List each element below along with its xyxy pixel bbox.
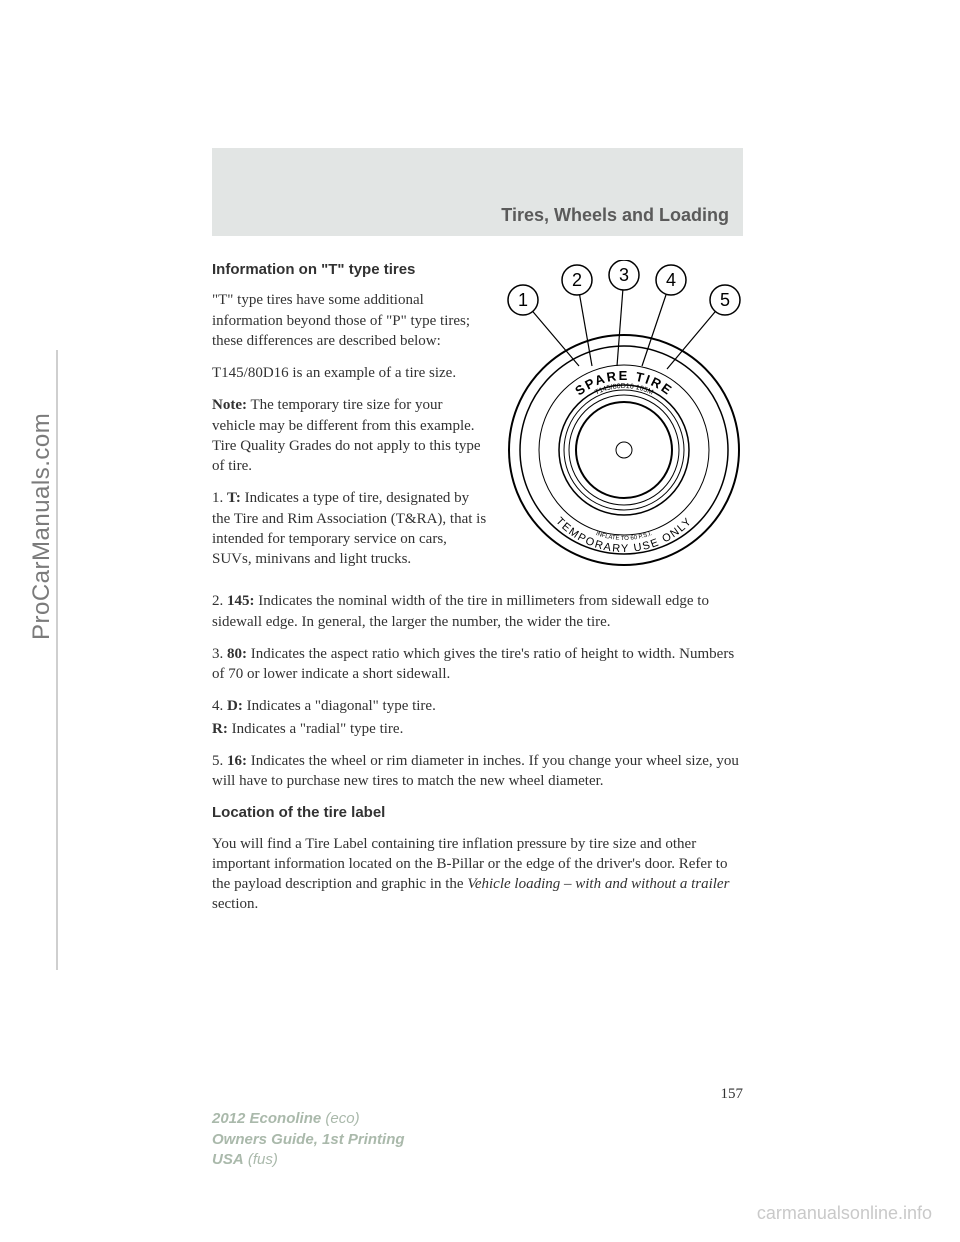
callout-5: 5 <box>710 285 740 315</box>
item-text: Indicates the nominal width of the tire … <box>212 593 709 629</box>
footer-line: Owners Guide, 1st Printing <box>212 1130 405 1150</box>
svg-text:4: 4 <box>665 270 675 290</box>
callout-2: 2 <box>562 265 592 295</box>
tire-diagram: SPARE TIRE T145/80D16 105M TEMPORARY USE… <box>507 260 742 580</box>
item-number: 5. <box>212 753 227 769</box>
item-label: 80: <box>227 646 247 662</box>
item-number: 3. <box>212 646 227 662</box>
list-item: 3. 80: Indicates the aspect ratio which … <box>212 644 743 685</box>
footer: 2012 Econoline (eco) Owners Guide, 1st P… <box>212 1109 405 1170</box>
footer-code: (fus) <box>244 1151 278 1168</box>
svg-text:5: 5 <box>719 290 729 310</box>
right-column: SPARE TIRE T145/80D16 105M TEMPORARY USE… <box>505 260 743 581</box>
list-item: 1. T: Indicates a type of tire, designat… <box>212 488 487 569</box>
callout-1: 1 <box>508 285 538 315</box>
item-number: 1. <box>212 490 227 506</box>
svg-text:3: 3 <box>618 265 628 285</box>
list-item: 5. 16: Indicates the wheel or rim diamet… <box>212 751 743 792</box>
side-rule <box>56 350 58 970</box>
footer-code: (eco) <box>321 1110 359 1127</box>
note-paragraph: Note: The temporary tire size for your v… <box>212 395 487 476</box>
content-area: Information on "T" type tires "T" type t… <box>212 260 743 927</box>
list-item: 2. 145: Indicates the nominal width of t… <box>212 591 743 632</box>
text: section. <box>212 896 258 912</box>
item-text: Indicates the wheel or rim diameter in i… <box>212 753 739 789</box>
text-italic: Vehicle loading – with and without a tra… <box>467 876 729 892</box>
svg-text:1: 1 <box>517 290 527 310</box>
paragraph: "T" type tires have some additional info… <box>212 290 487 351</box>
footer-line: USA (fus) <box>212 1150 405 1170</box>
footer-region: USA <box>212 1151 244 1168</box>
bottom-watermark: carmanualsonline.info <box>757 1203 932 1224</box>
item-label: T: <box>227 490 241 506</box>
item-number: 2. <box>212 593 227 609</box>
two-column: Information on "T" type tires "T" type t… <box>212 260 743 581</box>
item-label: 16: <box>227 753 247 769</box>
item-label: D: <box>227 698 243 714</box>
item-label: R: <box>212 721 228 737</box>
footer-model: 2012 Econoline <box>212 1110 321 1127</box>
footer-line: 2012 Econoline (eco) <box>212 1109 405 1129</box>
page-title: Tires, Wheels and Loading <box>501 205 729 226</box>
svg-text:2: 2 <box>571 270 581 290</box>
callout-4: 4 <box>656 265 686 295</box>
item-text: Indicates a "diagonal" type tire. <box>243 698 436 714</box>
callout-3: 3 <box>609 260 639 290</box>
note-label: Note: <box>212 397 247 413</box>
page-number: 157 <box>721 1084 744 1104</box>
list-item: 4. D: Indicates a "diagonal" type tire. <box>212 696 743 716</box>
section-heading: Information on "T" type tires <box>212 260 487 280</box>
left-column: Information on "T" type tires "T" type t… <box>212 260 487 581</box>
header-bar: Tires, Wheels and Loading <box>212 148 743 236</box>
item-text: Indicates a "radial" type tire. <box>228 721 404 737</box>
paragraph: T145/80D16 is an example of a tire size. <box>212 363 487 383</box>
list-item: R: Indicates a "radial" type tire. <box>212 719 743 739</box>
item-text: Indicates the aspect ratio which gives t… <box>212 646 734 682</box>
paragraph: You will find a Tire Label containing ti… <box>212 834 743 915</box>
side-watermark: ProCarManuals.com <box>28 413 56 640</box>
item-number: 4. <box>212 698 227 714</box>
item-text: Indicates a type of tire, designated by … <box>212 490 486 567</box>
note-text: The temporary tire size for your vehicle… <box>212 397 481 474</box>
item-label: 145: <box>227 593 255 609</box>
page: ProCarManuals.com Tires, Wheels and Load… <box>0 0 960 1242</box>
section-heading: Location of the tire label <box>212 803 743 823</box>
